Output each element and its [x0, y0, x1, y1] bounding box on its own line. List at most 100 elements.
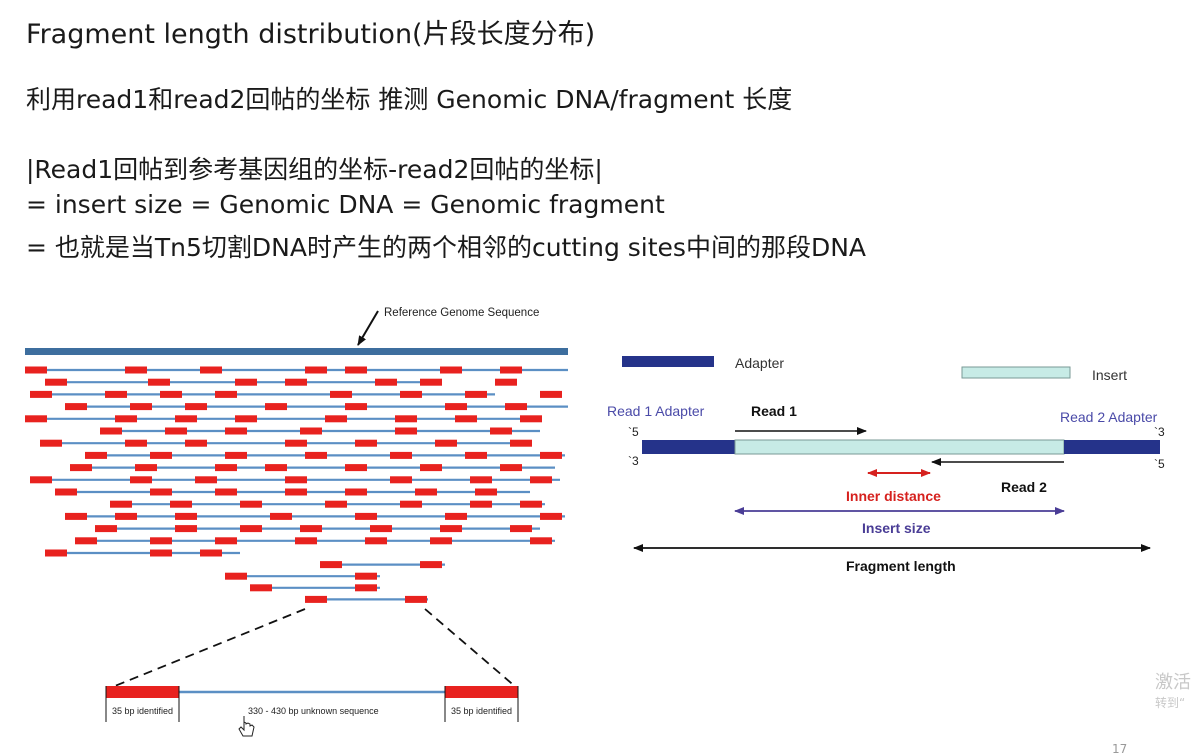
read-block [395, 415, 417, 423]
insert-block [734, 439, 1065, 455]
read-block [65, 403, 87, 411]
read-block [305, 366, 327, 374]
read-block [500, 464, 522, 472]
page-number: 17 [1112, 742, 1128, 756]
read-block [285, 378, 307, 386]
read-block [510, 439, 532, 447]
read-block [215, 488, 237, 496]
read-block [185, 439, 207, 447]
read-block [30, 476, 52, 484]
read-block [400, 390, 422, 398]
reference-pointer-arrow [357, 310, 379, 346]
read-block [300, 525, 322, 533]
adapter-legend-swatch [622, 356, 714, 367]
read-block [95, 525, 117, 533]
right-adapter-block [1064, 440, 1160, 454]
read-block [148, 378, 170, 386]
zoom-left-read [106, 686, 179, 698]
read-block [130, 476, 152, 484]
read-block [200, 366, 222, 374]
three-prime-right: `3 [1154, 425, 1165, 439]
read-block [285, 439, 307, 447]
zoom-left-dash [109, 608, 306, 689]
read-block [150, 549, 172, 557]
read-block [355, 572, 377, 580]
fragment-length-label: Fragment length [846, 558, 956, 574]
read-block [55, 488, 77, 496]
read-block [235, 378, 257, 386]
read-block [150, 451, 172, 459]
read-block [540, 451, 562, 459]
read-block [530, 537, 552, 545]
read-block [370, 525, 392, 533]
read-block [85, 451, 107, 459]
read-block [415, 488, 437, 496]
inner-distance-label: Inner distance [846, 488, 941, 504]
read-block [420, 378, 442, 386]
read-block [540, 512, 562, 520]
read-block [490, 427, 512, 435]
read-block [300, 427, 322, 435]
read-block [420, 561, 442, 569]
read-block [285, 488, 307, 496]
read-block [225, 451, 247, 459]
read-block [110, 500, 132, 508]
left-identified-label: 35 bp identified [112, 706, 173, 716]
read-block [185, 403, 207, 411]
reference-genome-bar [25, 348, 568, 355]
read-block [25, 366, 47, 374]
read-block [435, 439, 457, 447]
read-block [75, 537, 97, 545]
read-block [195, 476, 217, 484]
three-prime-left: `3 [628, 454, 639, 468]
read-block [345, 488, 367, 496]
read-block [70, 464, 92, 472]
read-block [320, 561, 342, 569]
read-block [405, 595, 427, 603]
read-block [125, 439, 147, 447]
slide-line-3: = insert size = Genomic DNA = Genomic fr… [26, 190, 665, 219]
read-block [30, 390, 52, 398]
read-block [235, 415, 257, 423]
read-block [115, 512, 137, 520]
hand-cursor-icon [238, 716, 255, 737]
read-block [355, 584, 377, 592]
read-block [305, 451, 327, 459]
read-block [440, 525, 462, 533]
read-block [400, 500, 422, 508]
read-block [65, 512, 87, 520]
read-block [45, 378, 67, 386]
read-block [250, 584, 272, 592]
insert-legend-label: Insert [1092, 367, 1127, 383]
read-block [175, 512, 197, 520]
read-block [225, 572, 247, 580]
read-block [375, 378, 397, 386]
read-block [430, 537, 452, 545]
read-block [465, 390, 487, 398]
read-block [440, 366, 462, 374]
read-block [165, 427, 187, 435]
read-block [345, 366, 367, 374]
insert-size-label: Insert size [862, 520, 931, 536]
read-block [240, 500, 262, 508]
read-block [200, 549, 222, 557]
read-block [345, 464, 367, 472]
read-block [455, 415, 477, 423]
read-block [215, 537, 237, 545]
zoom-right-dash [424, 608, 518, 689]
read-block [160, 390, 182, 398]
read-block [520, 500, 542, 508]
read-block [150, 488, 172, 496]
read-block [265, 464, 287, 472]
read-block [470, 500, 492, 508]
read-block [475, 488, 497, 496]
read-block [240, 525, 262, 533]
read-block [325, 415, 347, 423]
read-block [365, 537, 387, 545]
read-block [465, 451, 487, 459]
read-block [520, 415, 542, 423]
read-block [170, 500, 192, 508]
reference-genome-label: Reference Genome Sequence [384, 307, 539, 319]
read-block [420, 464, 442, 472]
read-block [510, 525, 532, 533]
